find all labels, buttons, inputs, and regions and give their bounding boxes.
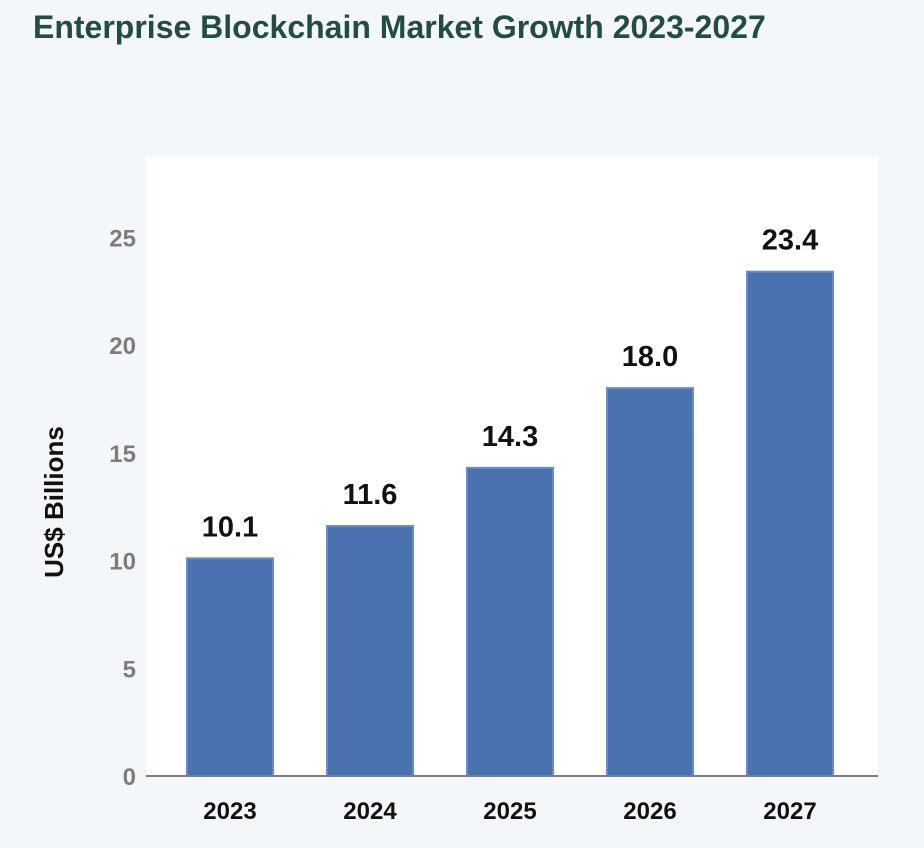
data-label-2023: 10.1: [202, 511, 258, 543]
y-axis-ticks: 0 5 10 15 20 25: [109, 225, 136, 791]
x-tick-label-2024: 2024: [343, 798, 397, 825]
data-label-2026: 18.0: [622, 341, 678, 373]
x-tick-label-2025: 2025: [483, 798, 536, 825]
bars-group: [186, 270, 834, 778]
page-title: Enterprise Blockchain Market Growth 2023…: [33, 9, 766, 45]
x-tick-label-2023: 2023: [203, 798, 256, 825]
bar-2027: [746, 270, 834, 777]
y-tick-label: 20: [109, 333, 136, 360]
y-tick-label: 10: [109, 549, 136, 576]
bar-2023: [186, 557, 274, 777]
x-tick-label-2027: 2027: [763, 798, 816, 825]
bar-2025: [466, 466, 554, 777]
data-labels-group: 10.1 11.6 14.3 18.0 23.4: [202, 225, 818, 544]
data-label-2025: 14.3: [482, 421, 538, 453]
y-tick-label: 15: [109, 441, 136, 468]
bar-2026: [606, 387, 694, 777]
y-tick-label: 25: [109, 225, 136, 252]
y-axis-label: US$ Billions: [39, 426, 69, 578]
x-axis-labels-group: 2023 2024 2025 2026 2027: [203, 798, 816, 825]
x-tick-label-2026: 2026: [623, 798, 676, 825]
y-tick-label: 0: [123, 764, 136, 791]
bar-2024: [326, 525, 414, 778]
data-label-2027: 23.4: [762, 225, 818, 257]
y-tick-label: 5: [123, 656, 136, 683]
data-label-2024: 11.6: [343, 479, 398, 511]
